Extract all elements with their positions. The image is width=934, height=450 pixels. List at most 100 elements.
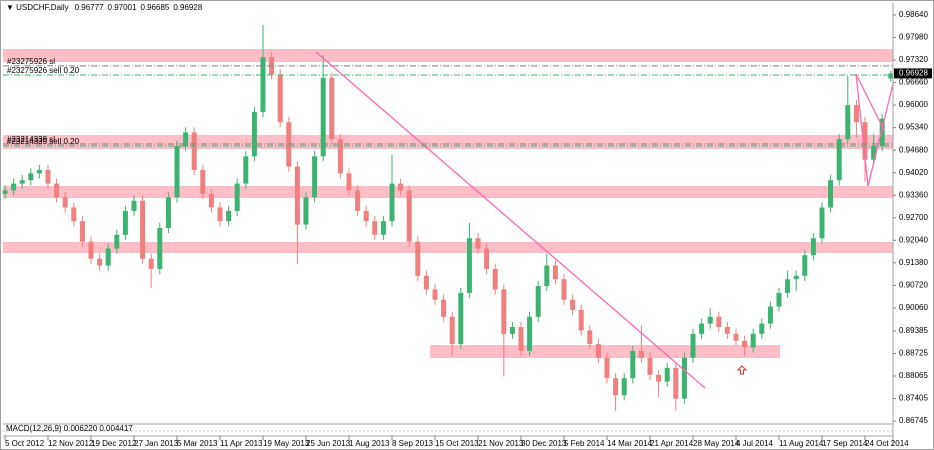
candle-body (312, 156, 318, 198)
candle-body (630, 350, 636, 379)
candle-body (226, 210, 232, 222)
candle-body (699, 323, 705, 334)
x-tick-label: 5 Oct 2012 (5, 439, 45, 448)
candle-body (389, 183, 395, 222)
y-tick-label: 0.97320 (899, 55, 928, 64)
trendline (867, 83, 894, 187)
arrow-marker (736, 365, 748, 375)
candle-body (501, 289, 507, 334)
y-tick-label: 0.92040 (899, 235, 928, 244)
candle-body (165, 197, 171, 228)
low: 0.96685 (140, 3, 169, 12)
x-tick-label: 27 Jan 2013 (134, 439, 179, 448)
candle-body (19, 180, 25, 184)
candle-body (28, 173, 34, 181)
candle-body (836, 139, 842, 181)
y-tick-label: 0.95340 (899, 123, 928, 132)
order-label: #23214339 sl (7, 135, 55, 144)
trendline (855, 73, 885, 131)
candle-body (828, 180, 834, 208)
candle-body (191, 132, 197, 170)
y-tick-label: 0.96660 (899, 78, 928, 87)
y-tick-label: 0.86745 (899, 416, 928, 425)
y-tick-label: 0.96000 (899, 100, 928, 109)
candle-body (802, 255, 808, 276)
trendline (315, 51, 706, 389)
y-tick-label: 0.90720 (899, 280, 928, 289)
candle-body (535, 286, 541, 317)
candle-body (415, 241, 421, 276)
candle-body (372, 221, 378, 235)
zone (3, 49, 893, 62)
candle-body (54, 183, 60, 198)
order-label: #23214339 sell 0.20 (7, 137, 80, 146)
candle-body (277, 74, 283, 123)
x-tick-label: 4 Jul 2014 (736, 439, 773, 448)
candle-body (79, 221, 85, 242)
y-tick-label: 0.93360 (899, 190, 928, 199)
current-price-label: 0.96928 (899, 69, 928, 78)
close: 0.96928 (173, 3, 202, 12)
y-tick-label: 0.88065 (899, 371, 928, 380)
x-tick-label: 5 Mar 2013 (177, 439, 218, 448)
y-tick-label: 0.91380 (899, 258, 928, 267)
candle-body (157, 227, 163, 269)
x-tick-label: 17 Sep 2014 (822, 439, 868, 448)
candle-body (294, 166, 300, 225)
candle-body (36, 169, 42, 174)
candle-body (140, 200, 146, 259)
x-tick-label: 24 Oct 2014 (865, 439, 909, 448)
candle-body (578, 309, 584, 331)
candle-body (587, 330, 593, 345)
trendline (855, 73, 869, 187)
candle-body (871, 146, 877, 160)
candle-body (492, 268, 498, 290)
candle-body (251, 111, 257, 157)
candles (2, 24, 894, 411)
candle-body (234, 183, 240, 211)
candle-body (484, 248, 490, 269)
candle-body (621, 378, 627, 396)
candle-body (742, 340, 748, 348)
candle-body (733, 333, 739, 341)
candle-body (200, 169, 206, 194)
candle-body (690, 333, 696, 358)
candle-body (380, 221, 386, 235)
candle-body (544, 265, 550, 287)
candle-body (604, 357, 610, 379)
candle-body (286, 122, 292, 167)
candle-body (329, 77, 335, 140)
candle-body (707, 316, 713, 324)
candle-body (879, 118, 885, 147)
x-tick-label: 5 Feb 2014 (564, 439, 605, 448)
x-tick-label: 25 Jun 2013 (306, 439, 351, 448)
candle-body (845, 105, 851, 140)
candle-body (664, 367, 670, 382)
x-tick-label: 30 Dec 2013 (521, 439, 567, 448)
y-tick-label: 0.87405 (899, 394, 928, 403)
candle-body (88, 241, 94, 259)
candle-body (724, 327, 730, 334)
candle-body (62, 197, 68, 208)
candle-body (552, 265, 558, 280)
candle-body (320, 77, 326, 157)
macd-label: MACD(12,26,9) 0.006220 0.004417 (6, 424, 133, 433)
y-tick-label: 0.94680 (899, 145, 928, 154)
trendlines (315, 51, 894, 389)
y-tick-label: 0.88725 (899, 349, 928, 358)
x-tick-label: 14 Mar 2014 (607, 439, 652, 448)
candle-body (750, 333, 756, 348)
candle-body (260, 57, 266, 112)
x-tick-label: 21 Apr 2014 (650, 439, 694, 448)
candle-body (355, 190, 361, 211)
candle-body (303, 197, 309, 225)
y-tick-label: 0.94020 (899, 168, 928, 177)
x-tick-label: 15 Oct 2013 (435, 439, 479, 448)
symbol: USDCHF,Daily (16, 3, 68, 12)
candle-body (346, 173, 352, 191)
candle-body (527, 316, 533, 351)
candle-body (767, 306, 773, 324)
x-tick-label: 28 May 2014 (693, 439, 740, 448)
candle-body (131, 200, 137, 211)
